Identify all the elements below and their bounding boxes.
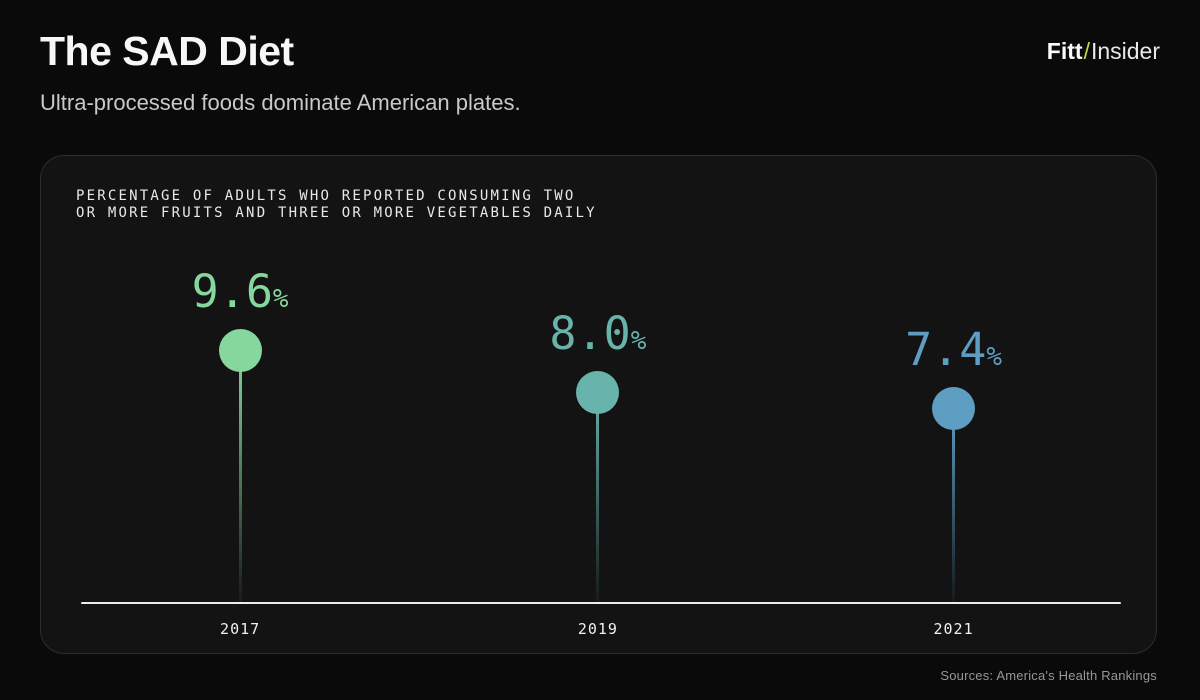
chart-title: PERCENTAGE OF ADULTS WHO REPORTED CONSUM… (76, 188, 597, 222)
x-tick-label-2019: 2019 (577, 620, 618, 638)
sources-note: Sources: America's Health Rankings (940, 668, 1157, 683)
brand-logo-name: Fitt (1046, 38, 1083, 64)
percent-sign: % (986, 341, 1003, 372)
percent-sign: % (630, 325, 647, 356)
value-number: 9.6 (191, 264, 273, 318)
lollipop-stem-2021 (952, 408, 956, 602)
value-number: 7.4 (905, 322, 987, 376)
lollipop-stem-2017 (238, 350, 242, 602)
chart-title-line-2: OR MORE FRUITS AND THREE OR MORE VEGETAB… (76, 205, 597, 221)
page-title: The SAD Diet (40, 28, 294, 74)
data-point-dot-2019 (576, 370, 620, 414)
percent-sign: % (272, 283, 289, 314)
x-axis-line (81, 602, 1121, 604)
value-number: 8.0 (549, 306, 631, 360)
x-tick-label-2021: 2021 (933, 620, 974, 638)
value-label-2021: 7.4% (905, 326, 1003, 373)
brand-logo-slash: / (1083, 38, 1090, 64)
chart-card: PERCENTAGE OF ADULTS WHO REPORTED CONSUM… (40, 155, 1157, 654)
x-tick-label-2017: 2017 (220, 620, 261, 638)
value-label-2019: 8.0% (549, 310, 647, 357)
page-subtitle: Ultra-processed foods dominate American … (40, 90, 521, 115)
value-label-2017: 9.6% (192, 268, 289, 315)
lollipop-chart: 9.6% 2017 8.0% 2019 7.4% 2021 (41, 156, 1156, 653)
data-point-dot-2017 (218, 328, 262, 372)
lollipop-stem-2019 (596, 392, 600, 602)
brand-logo-suffix: Insider (1090, 38, 1160, 64)
brand-logo: Fitt/Insider (1047, 38, 1160, 65)
chart-title-line-1: PERCENTAGE OF ADULTS WHO REPORTED CONSUM… (76, 188, 576, 204)
data-point-dot-2021 (932, 386, 976, 430)
